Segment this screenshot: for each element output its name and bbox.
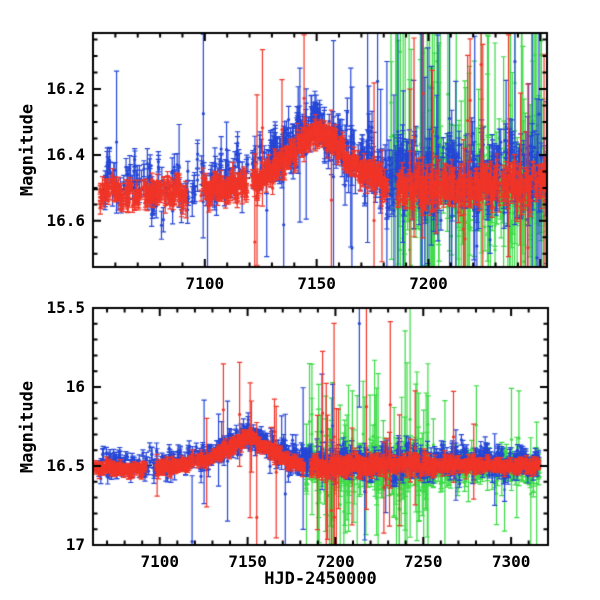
y-tick-label-top: 16.6 xyxy=(46,210,85,230)
y-tick-label-top: 16.4 xyxy=(46,144,85,164)
bottom-panel-ylabel: Magnitude xyxy=(17,380,38,473)
y-tick-label-bottom: 16.5 xyxy=(46,456,85,475)
x-axis-label: HJD-2450000 xyxy=(264,569,377,589)
y-tick-label-bottom: 16 xyxy=(65,377,85,396)
x-tick-label-top: 7150 xyxy=(297,274,336,293)
y-tick-label-bottom: 15.5 xyxy=(46,298,85,317)
x-tick-label-top: 7200 xyxy=(409,274,448,293)
x-tick-label-bottom: 7300 xyxy=(491,552,531,571)
x-tick-label-bottom: 7150 xyxy=(228,552,267,571)
x-tick-label-bottom: 7100 xyxy=(140,552,180,571)
x-tick-label-bottom: 7250 xyxy=(404,552,443,571)
x-tick-label-bottom: 7200 xyxy=(316,552,355,571)
top-panel-ylabel: Magnitude xyxy=(17,103,38,197)
x-tick-label-top: 7100 xyxy=(185,274,225,293)
y-tick-label-bottom: 17 xyxy=(65,535,85,554)
y-tick-label-top: 16.2 xyxy=(46,79,85,99)
